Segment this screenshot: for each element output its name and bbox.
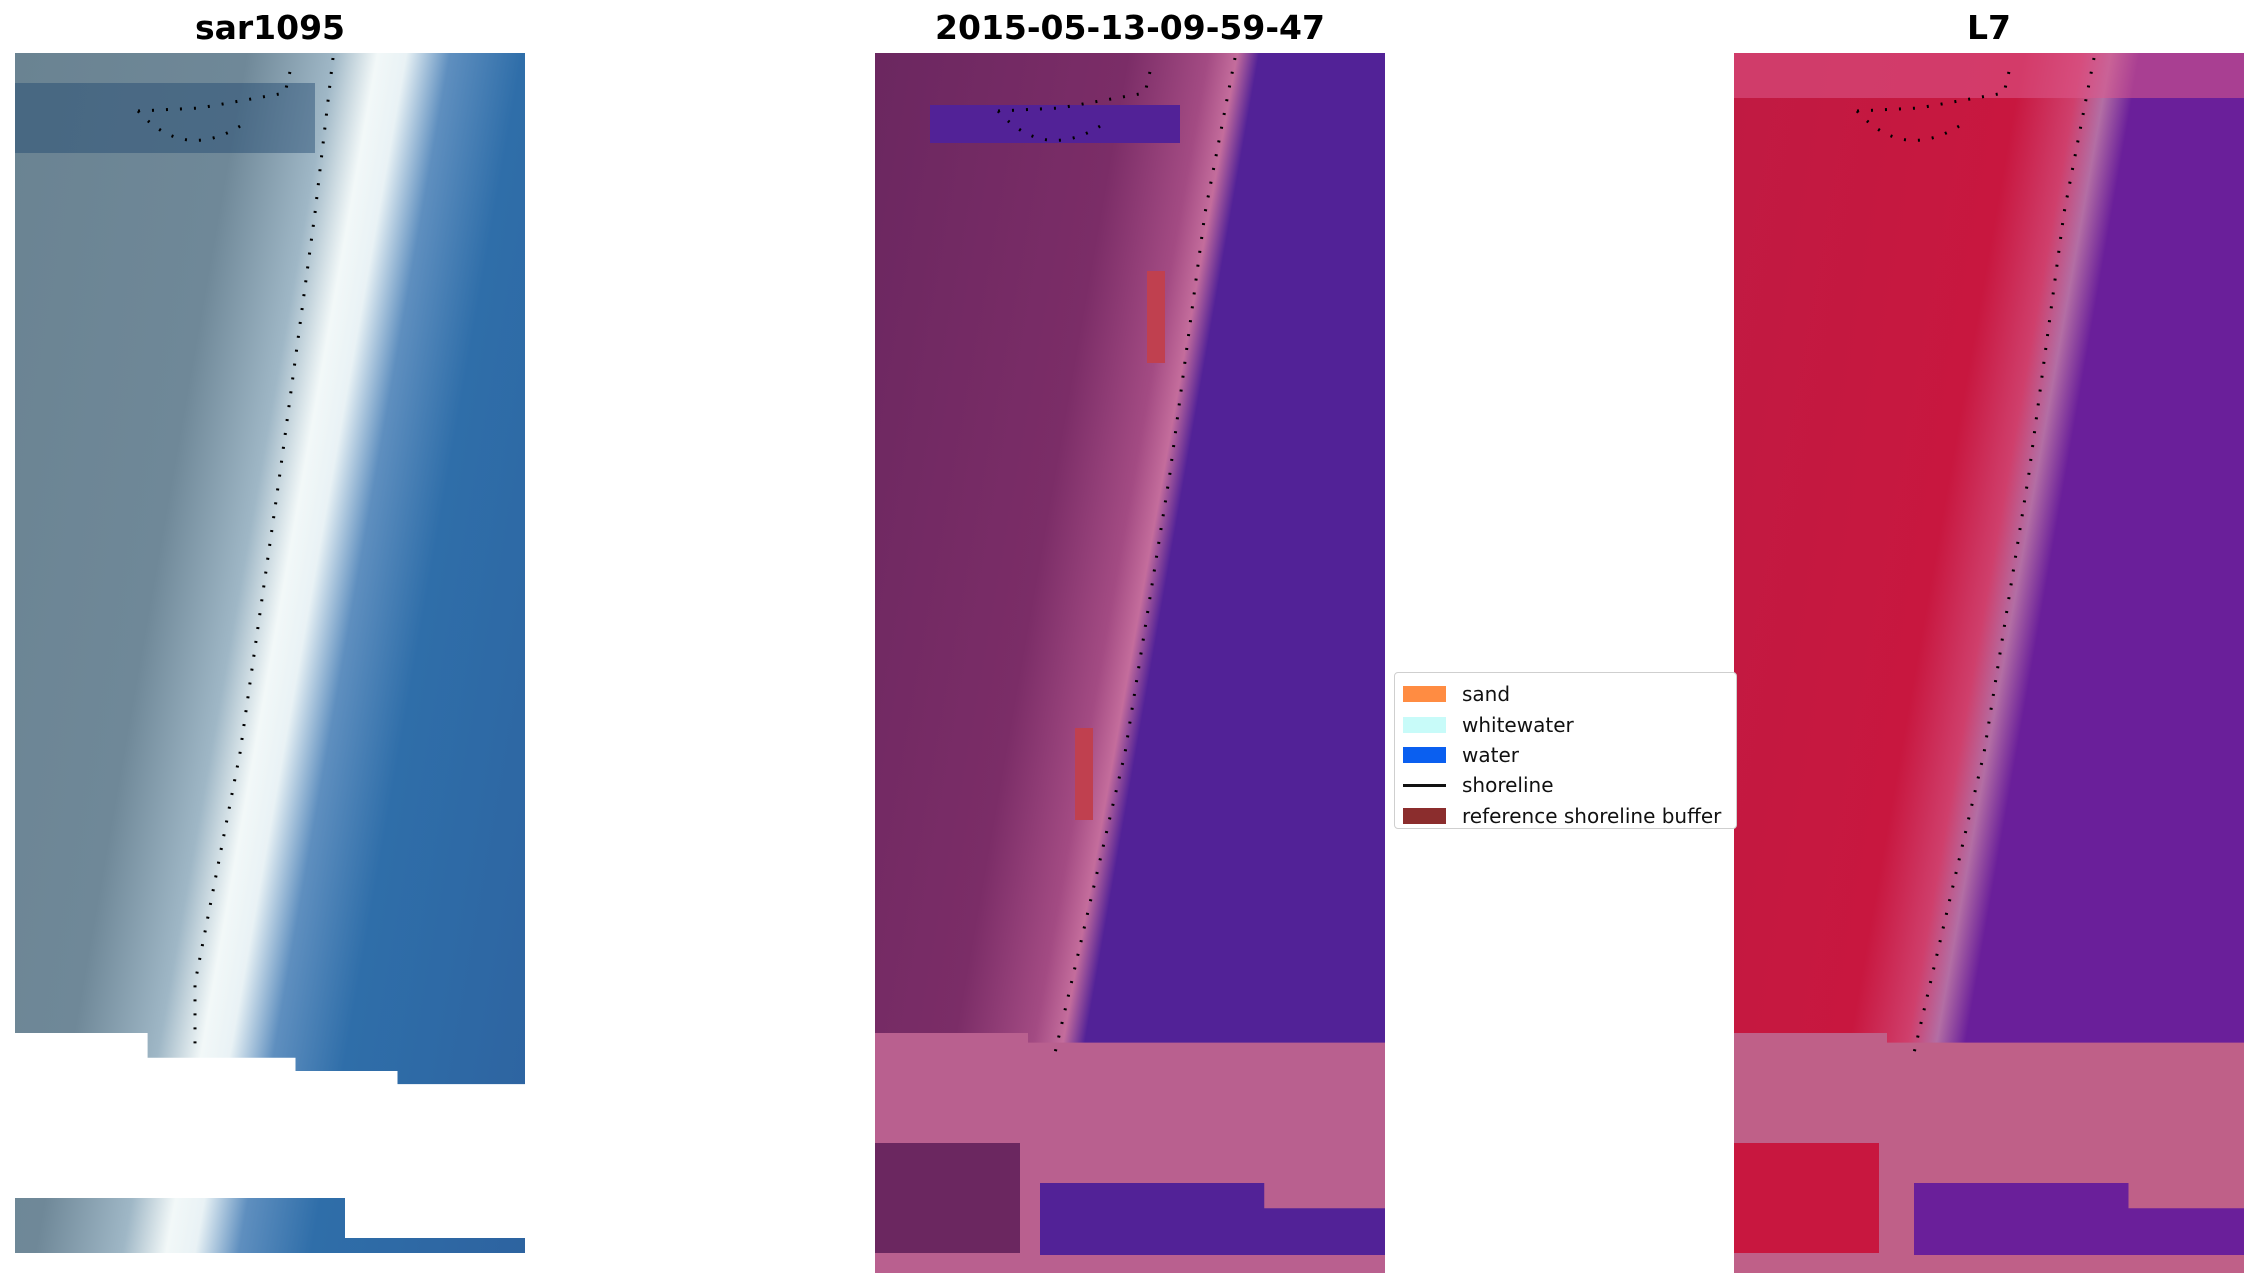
legend: sand whitewater water shoreline referenc… bbox=[1394, 672, 1737, 829]
shoreline-line-icon bbox=[1403, 783, 1446, 787]
water-swatch-icon bbox=[1403, 746, 1446, 763]
legend-label-reference-buffer: reference shoreline buffer bbox=[1462, 803, 1722, 828]
legend-label-water: water bbox=[1462, 742, 1519, 767]
index-image-panel bbox=[1734, 53, 2244, 1273]
legend-item-whitewater: whitewater bbox=[1403, 709, 1728, 739]
rgb-nodata-bottom bbox=[15, 1253, 525, 1273]
whitewater-swatch-icon bbox=[1403, 716, 1446, 733]
legend-item-reference-buffer: reference shoreline buffer bbox=[1403, 801, 1728, 831]
panel-title-index: L7 bbox=[1967, 8, 2011, 47]
legend-item-shoreline: shoreline bbox=[1403, 770, 1728, 800]
classified-bottom-land bbox=[875, 1143, 1020, 1253]
legend-item-water: water bbox=[1403, 740, 1728, 770]
legend-label-whitewater: whitewater bbox=[1462, 712, 1574, 737]
legend-label-sand: sand bbox=[1462, 682, 1511, 707]
rgb-nodata-right bbox=[345, 1198, 525, 1238]
rgb-top-dark-band bbox=[15, 83, 315, 153]
index-top-band bbox=[1734, 53, 2244, 98]
reference-buffer-swatch-icon bbox=[1403, 807, 1446, 824]
classified-top-water bbox=[930, 105, 1180, 143]
panel-title-classified: 2015-05-13-09-59-47 bbox=[935, 8, 1325, 47]
legend-label-shoreline: shoreline bbox=[1462, 773, 1554, 798]
reference-buffer-marker-2 bbox=[1075, 728, 1093, 820]
sand-swatch-icon bbox=[1403, 686, 1446, 703]
index-bottom-land bbox=[1734, 1143, 1879, 1253]
legend-item-sand: sand bbox=[1403, 679, 1728, 709]
reference-buffer-marker-1 bbox=[1147, 271, 1165, 363]
panel-title-rgb: sar1095 bbox=[194, 8, 346, 47]
classified-image-panel bbox=[875, 53, 1385, 1273]
rgb-image-panel bbox=[15, 53, 525, 1273]
